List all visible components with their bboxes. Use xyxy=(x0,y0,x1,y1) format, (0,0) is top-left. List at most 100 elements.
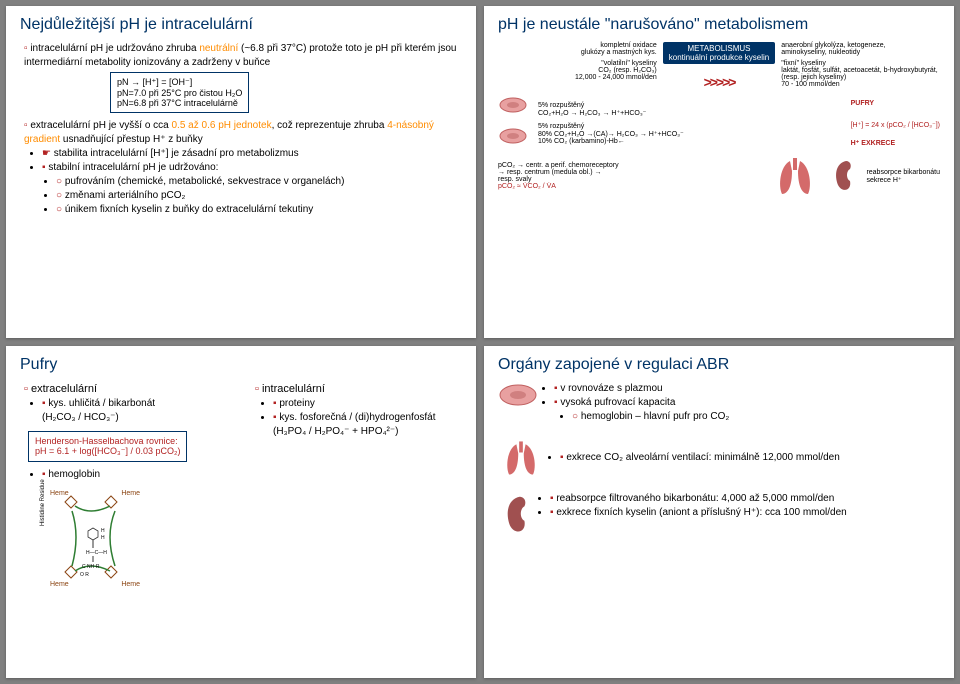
text: "volatilní" kyseliny xyxy=(498,60,657,67)
text: (H₃PO₄ / H₂PO₄⁻ + HPO₄²⁻) xyxy=(273,426,399,437)
equations: 5% rozpuštěný CO₂+H₂O → H₂CO₃ → H⁺+HCO₃⁻… xyxy=(538,102,841,145)
text: exkrece fixních kyselin (aniont a příslu… xyxy=(550,506,940,520)
text: CO₂ (resp. H₂CO₃) xyxy=(498,67,657,74)
cell-icon xyxy=(498,382,538,408)
slide-1: Nejdůležitější pH je intracelulární intr… xyxy=(6,6,476,338)
text: laktát, fosfát, sulfát, acetoacetát, b-h… xyxy=(781,67,940,81)
text: , což reprezentuje zhruba xyxy=(272,120,388,131)
heme-label: Heme xyxy=(121,490,140,497)
text: PUFRY xyxy=(851,100,940,107)
svg-text:H—C—H: H—C—H xyxy=(86,550,107,556)
center-col: METABOLISMUS kontinuální produkce kyseli… xyxy=(663,42,776,90)
text: kompletní oxidace xyxy=(498,42,657,49)
text: 5% rozpuštěný xyxy=(538,123,841,130)
text: → resp. centrum (medula obl.) → xyxy=(498,169,762,176)
svg-text:H: H xyxy=(101,528,105,534)
text: intracelulární pH je udržováno zhruba xyxy=(30,43,199,54)
text: stabilita intracelulární [H⁺] je zásadní… xyxy=(42,147,462,161)
text: reabsorpce filtrovaného bikarbonátu: 4,0… xyxy=(550,492,940,506)
col-intracellular: intracelulární proteiny kys. fosforečná … xyxy=(251,382,462,596)
text: "fixní" kyseliny xyxy=(781,60,940,67)
slide2-title: pH je neustále "narušováno" metabolismem xyxy=(498,16,940,34)
text: 5% rozpuštěný xyxy=(538,102,841,109)
heme-diagram: H H H—C—H C NH·R O R Heme Heme Heme Heme… xyxy=(50,486,140,596)
slide-2: pH je neustále "narušováno" metabolismem… xyxy=(484,6,954,338)
cell-icon xyxy=(498,96,528,114)
text: reabsorpce bikarbonátu xyxy=(866,169,940,176)
text: anaerobní glykolýza, ketogeneze, xyxy=(781,42,940,49)
histidine-label: Histidine Residue xyxy=(40,480,46,527)
svg-text:H: H xyxy=(101,535,105,541)
slide3-title: Pufry xyxy=(20,356,462,374)
text: METABOLISMUS xyxy=(669,44,770,53)
text: pN=7.0 při 25°C pro čistou H₂O xyxy=(117,88,242,98)
text: usnadňující přestup H⁺ z buňky xyxy=(60,134,203,145)
text: extracelulární pH je vyšší o cca xyxy=(30,120,171,131)
lungs-icon xyxy=(770,156,820,196)
metabolism-box: METABOLISMUS kontinuální produkce kyseli… xyxy=(663,42,776,64)
text: kys. uhličitá / bikarbonát xyxy=(48,398,155,409)
slide-3: Pufry extracelulární kys. uhličitá / bik… xyxy=(6,346,476,678)
text: 70 - 100 mmol/den xyxy=(781,81,940,88)
right-col: anaerobní glykolýza, ketogeneze, aminoky… xyxy=(781,42,940,88)
kidney-text: reabsorpce bikarbonátu sekrece H⁺ xyxy=(866,169,940,184)
text: kontinuální produkce kyselin xyxy=(669,53,770,62)
text: vysoká pufrovací kapacita xyxy=(554,396,940,410)
text: 10% CO₂ (karbamino)-Hb← xyxy=(538,138,841,145)
col-extracellular: extracelulární kys. uhličitá / bikarboná… xyxy=(20,382,231,596)
svg-text:C NH·R: C NH·R xyxy=(82,564,100,570)
lung-text: pCO₂ → centr. a perif. chemoreceptory → … xyxy=(498,162,762,190)
text: pN → [H⁺] = [OH⁻] xyxy=(117,77,242,88)
list: pufrováním (chemické, metabolické, sekve… xyxy=(52,175,462,217)
svg-text:O R: O R xyxy=(80,572,89,578)
text: (H₂CO₃ / HCO₃⁻) xyxy=(42,412,119,423)
text: 0.5 až 0.6 pH jednotek xyxy=(172,120,272,131)
text: exkrece CO₂ alveolární ventilací: minimá… xyxy=(560,451,940,465)
item: hemoglobin xyxy=(42,468,231,482)
slide1-p2: extracelulární pH je vyšší o cca 0.5 až … xyxy=(24,119,462,147)
text: aminokyseliny, nukleotidy xyxy=(781,49,940,56)
heme-label: Heme xyxy=(50,581,69,588)
left-col: kompletní oxidace glukózy a mastných kys… xyxy=(498,42,657,81)
item: proteiny xyxy=(273,397,462,411)
text: sekrece H⁺ xyxy=(866,176,940,184)
heme-label: Heme xyxy=(50,490,69,497)
text: pCO₂ ≈ V̇CO₂ / V̇A xyxy=(498,183,762,190)
text: stabilní intracelulární pH je udržováno: xyxy=(42,161,462,175)
text: neutrální xyxy=(199,43,238,54)
text: pufrováním (chemické, metabolické, sekve… xyxy=(56,175,462,189)
slide1-list2: extracelulární pH je vyšší o cca 0.5 až … xyxy=(20,119,462,147)
text: pH = 6.1 + log([HCO₃⁻] / 0.03 pCO₂) xyxy=(35,446,180,457)
text: resp. svaly xyxy=(498,176,762,183)
text: H⁺ EXKRECE xyxy=(851,139,940,147)
item: kys. uhličitá / bikarbonát (H₂CO₃ / HCO₃… xyxy=(42,397,231,425)
slide1-p1: intracelulární pH je udržováno zhruba ne… xyxy=(24,42,462,70)
slide-4: Orgány zapojené v regulaci ABR v rovnová… xyxy=(484,346,954,678)
arrows-icon: >>>>> xyxy=(663,74,776,90)
text: v rovnováze s plazmou xyxy=(554,382,940,396)
list: stabilní intracelulární pH je udržováno: xyxy=(38,161,462,175)
text: 80% CO₂+H₂O →(CA)→ H₂CO₃ → H⁺+HCO₃⁻ xyxy=(538,130,841,138)
text: Henderson-Hasselbachova rovnice: xyxy=(35,436,180,446)
heading: extracelulární xyxy=(24,382,231,397)
text: hemoglobin – hlavní pufr pro CO₂ xyxy=(572,410,940,424)
text: [H⁺] = 24 x (pCO₂ / [HCO₃⁻]) xyxy=(851,121,940,129)
list: stabilita intracelulární [H⁺] je zásadní… xyxy=(38,147,462,161)
heme-label: Heme xyxy=(121,581,140,588)
slide4-title: Orgány zapojené v regulaci ABR xyxy=(498,356,940,374)
text: pCO₂ → centr. a perif. chemoreceptory xyxy=(498,162,762,169)
item: kys. fosforečná / (di)hydrogenfosfát (H₃… xyxy=(273,411,462,439)
kidney-icon xyxy=(828,157,858,195)
pn-box: pN → [H⁺] = [OH⁻] pN=7.0 při 25°C pro či… xyxy=(110,72,249,113)
hh-box: Henderson-Hasselbachova rovnice: pH = 6.… xyxy=(28,431,187,462)
text: glukózy a mastných kys. xyxy=(498,49,657,56)
text: kys. fosforečná / (di)hydrogenfosfát xyxy=(279,412,435,423)
heading: intracelulární xyxy=(255,382,462,397)
cell-icon xyxy=(498,127,528,145)
pufry-col: PUFRY [H⁺] = 24 x (pCO₂ / [HCO₃⁻]) H⁺ EX… xyxy=(851,100,940,147)
slide1-list: intracelulární pH je udržováno zhruba ne… xyxy=(20,42,462,70)
kidney-icon xyxy=(498,492,534,540)
cells-column xyxy=(498,96,528,150)
text: únikem fixních kyselin z buňky do extrac… xyxy=(56,203,462,217)
lungs-icon xyxy=(498,438,544,478)
